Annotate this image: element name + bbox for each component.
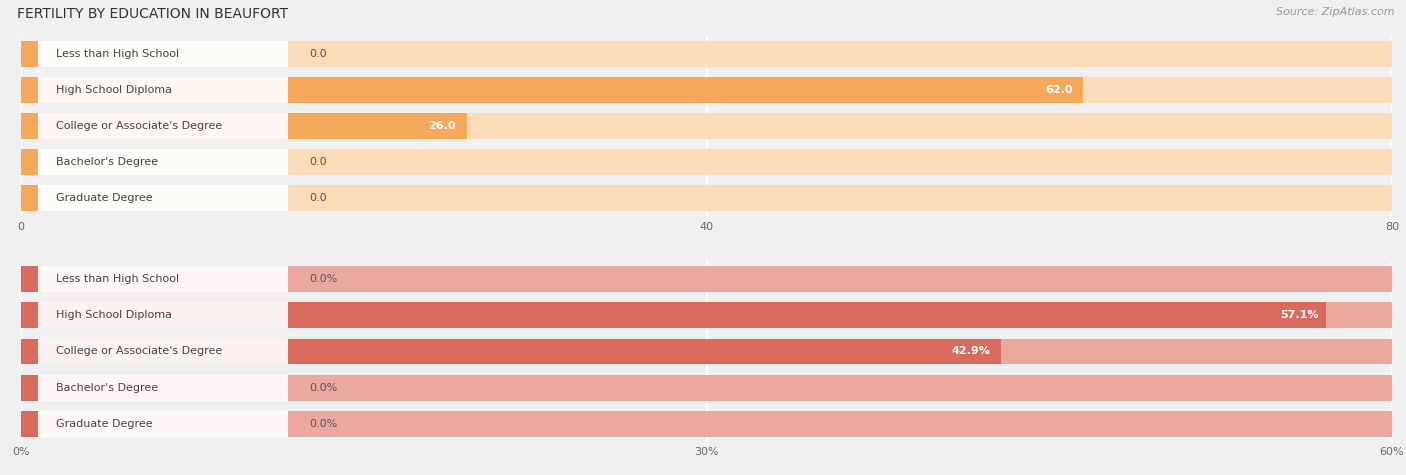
Text: 0.0: 0.0 — [309, 157, 326, 167]
Text: 0.0%: 0.0% — [309, 418, 337, 429]
Bar — [21, 339, 1392, 364]
Text: College or Associate's Degree: College or Associate's Degree — [56, 121, 222, 131]
Bar — [21, 411, 38, 437]
Bar — [21, 266, 1392, 292]
Text: High School Diploma: High School Diploma — [56, 85, 173, 95]
Bar — [21, 149, 1392, 175]
Bar — [21, 77, 288, 103]
Text: College or Associate's Degree: College or Associate's Degree — [56, 346, 222, 357]
Text: 42.9%: 42.9% — [952, 346, 990, 357]
Bar — [21, 303, 38, 328]
Bar — [21, 41, 38, 66]
Text: 0.0%: 0.0% — [309, 382, 337, 393]
Bar — [21, 266, 38, 292]
Text: 0.0%: 0.0% — [309, 274, 337, 285]
Bar — [21, 41, 1392, 66]
Text: Bachelor's Degree: Bachelor's Degree — [56, 382, 159, 393]
Bar — [21, 375, 1392, 400]
Text: FERTILITY BY EDUCATION IN BEAUFORT: FERTILITY BY EDUCATION IN BEAUFORT — [17, 7, 288, 21]
Bar — [21, 113, 288, 139]
Bar — [21, 113, 38, 139]
Text: Less than High School: Less than High School — [56, 274, 180, 285]
Text: 0.0: 0.0 — [309, 193, 326, 203]
Bar — [21, 411, 1392, 437]
Text: Graduate Degree: Graduate Degree — [56, 193, 153, 203]
Text: High School Diploma: High School Diploma — [56, 310, 173, 321]
Bar — [21, 303, 1326, 328]
Bar — [21, 41, 288, 66]
Bar — [21, 77, 38, 103]
Bar — [21, 185, 288, 211]
Bar — [21, 339, 38, 364]
Text: Bachelor's Degree: Bachelor's Degree — [56, 157, 159, 167]
Bar — [21, 339, 288, 364]
Bar — [21, 375, 38, 400]
Text: 0.0: 0.0 — [309, 48, 326, 59]
Bar — [21, 185, 1392, 211]
Bar — [21, 185, 38, 211]
Bar — [21, 77, 1392, 103]
Bar — [21, 113, 467, 139]
Text: 62.0: 62.0 — [1045, 85, 1073, 95]
Text: Less than High School: Less than High School — [56, 48, 180, 59]
Bar — [21, 303, 288, 328]
Text: Graduate Degree: Graduate Degree — [56, 418, 153, 429]
Bar — [21, 149, 38, 175]
Bar — [21, 411, 288, 437]
Bar — [21, 303, 1392, 328]
Text: 26.0: 26.0 — [429, 121, 456, 131]
Text: Source: ZipAtlas.com: Source: ZipAtlas.com — [1277, 7, 1395, 17]
Bar — [21, 339, 1001, 364]
Text: 57.1%: 57.1% — [1281, 310, 1319, 321]
Bar — [21, 77, 1084, 103]
Bar — [21, 266, 288, 292]
Bar — [21, 149, 288, 175]
Bar — [21, 375, 288, 400]
Bar — [21, 113, 1392, 139]
